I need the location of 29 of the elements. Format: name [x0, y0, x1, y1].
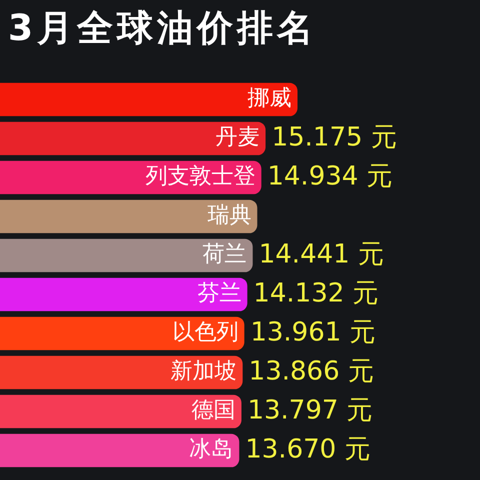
data-label: 13.866 元: [248, 356, 374, 386]
y-tick-label: 冰岛: [189, 437, 234, 462]
y-tick-label: 丹麦: [216, 125, 260, 150]
bar: [0, 82, 298, 116]
chart-title: 3月全球油价排名: [8, 7, 318, 51]
bar: [0, 278, 248, 312]
bar: [0, 200, 258, 234]
y-tick-label: 新加坡: [170, 359, 237, 384]
bar: [0, 434, 240, 468]
y-tick-label: 列支敦士登: [145, 164, 256, 190]
y-tick-label: 挪威: [248, 86, 292, 112]
data-label: 14.934 元: [267, 161, 393, 192]
bar: [0, 238, 253, 272]
y-tick-label: 瑞典: [207, 203, 252, 228]
bar: [0, 356, 243, 390]
y-tick-label: 德国: [191, 398, 236, 424]
data-label: 14.132 元: [253, 278, 379, 308]
data-label: 14.441 元: [258, 239, 384, 270]
y-tick-label: 荷兰: [202, 242, 247, 268]
bar: [0, 316, 244, 350]
y-tick-label: 以色列: [172, 320, 238, 346]
data-label: 13.961 元: [250, 317, 376, 348]
data-label: 13.797 元: [247, 395, 373, 426]
bar: [0, 122, 266, 156]
data-label: 15.175 元: [272, 122, 397, 152]
y-tick-label: 芬兰: [197, 281, 242, 306]
bar: [0, 160, 262, 194]
data-label: 13.670 元: [245, 434, 370, 464]
bar: [0, 394, 242, 428]
